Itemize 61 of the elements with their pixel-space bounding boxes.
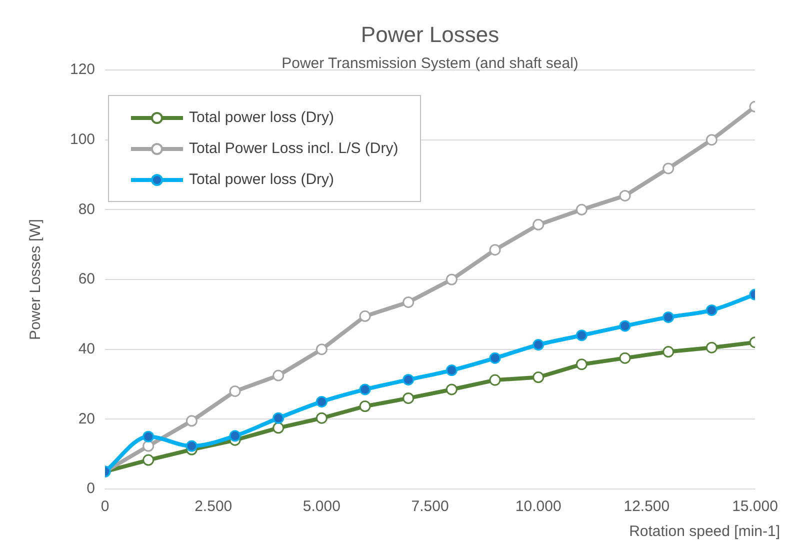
point	[706, 134, 718, 146]
point	[142, 430, 154, 442]
y-tick-label: 0	[86, 480, 96, 498]
point	[359, 384, 371, 396]
point	[446, 364, 458, 376]
point	[446, 384, 458, 396]
point	[402, 296, 414, 308]
point	[619, 352, 631, 364]
point	[532, 372, 544, 384]
x-tick-label: 10.000	[515, 498, 562, 516]
point	[402, 392, 414, 404]
point	[446, 274, 458, 286]
point	[272, 422, 284, 434]
y-tick-label: 120	[70, 61, 96, 78]
point	[532, 339, 544, 351]
x-tick-label: 2.500	[194, 498, 232, 516]
point	[186, 415, 198, 427]
point	[576, 330, 588, 342]
y-tick-label: 100	[70, 130, 96, 148]
point	[662, 311, 674, 323]
legend-label: Total Power Loss incl. L/S (Dry)	[189, 140, 398, 157]
point	[316, 396, 328, 408]
point	[229, 385, 241, 397]
chart-title: Power Losses	[360, 22, 500, 47]
y-axis-title: Power Losses [W]	[27, 219, 44, 340]
point	[576, 204, 588, 216]
x-tick-label: 12.500	[624, 498, 670, 516]
point	[489, 352, 501, 364]
point	[142, 454, 154, 466]
y-tick-label: 60	[78, 270, 96, 288]
x-tick-label: 7.500	[411, 498, 449, 516]
point	[489, 374, 501, 386]
point	[619, 190, 631, 202]
point	[186, 440, 198, 452]
x-tick-label: 0	[100, 498, 110, 516]
y-tick-label: 80	[78, 200, 96, 218]
point	[142, 440, 154, 452]
point	[229, 430, 241, 442]
point	[272, 370, 284, 382]
point	[619, 320, 631, 332]
legend-label: Total power loss (Dry)	[189, 171, 334, 188]
x-tick-label: 15.000	[732, 498, 778, 516]
point	[489, 244, 501, 256]
point	[402, 374, 414, 386]
legend-label: Total power loss (Dry)	[189, 109, 334, 126]
point	[532, 218, 544, 230]
point	[316, 412, 328, 424]
point	[706, 304, 718, 316]
x-tick-label: 5.000	[302, 498, 340, 516]
point	[316, 344, 328, 356]
x-axis-title: Rotation speed [min-1]	[629, 523, 780, 540]
point	[662, 346, 674, 358]
point	[359, 310, 371, 322]
point	[576, 358, 588, 370]
point	[706, 342, 718, 354]
point	[272, 412, 284, 424]
point	[359, 400, 371, 412]
y-tick-label: 20	[78, 410, 96, 428]
chart-subtitle: Power Transmission System (and shaft seal)	[282, 55, 578, 72]
y-tick-label: 40	[78, 340, 96, 358]
point	[662, 162, 674, 174]
